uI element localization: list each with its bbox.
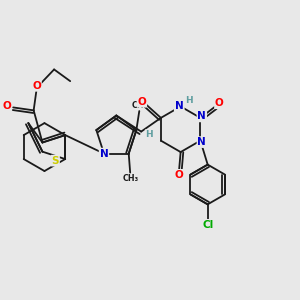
Text: N: N (197, 137, 206, 147)
Text: H: H (146, 130, 153, 139)
Text: N: N (197, 111, 206, 122)
Text: Cl: Cl (202, 220, 213, 230)
Text: O: O (175, 170, 184, 180)
Text: O: O (2, 101, 11, 111)
Text: CH₃: CH₃ (132, 101, 148, 110)
Text: N: N (175, 101, 184, 112)
Text: N: N (100, 148, 108, 159)
Text: O: O (215, 98, 224, 108)
Text: CH₃: CH₃ (123, 174, 139, 183)
Text: S: S (52, 156, 59, 166)
Text: H: H (185, 95, 193, 104)
Text: O: O (32, 81, 41, 91)
Text: O: O (137, 97, 146, 107)
Text: H: H (185, 95, 193, 104)
Text: N: N (175, 101, 184, 112)
